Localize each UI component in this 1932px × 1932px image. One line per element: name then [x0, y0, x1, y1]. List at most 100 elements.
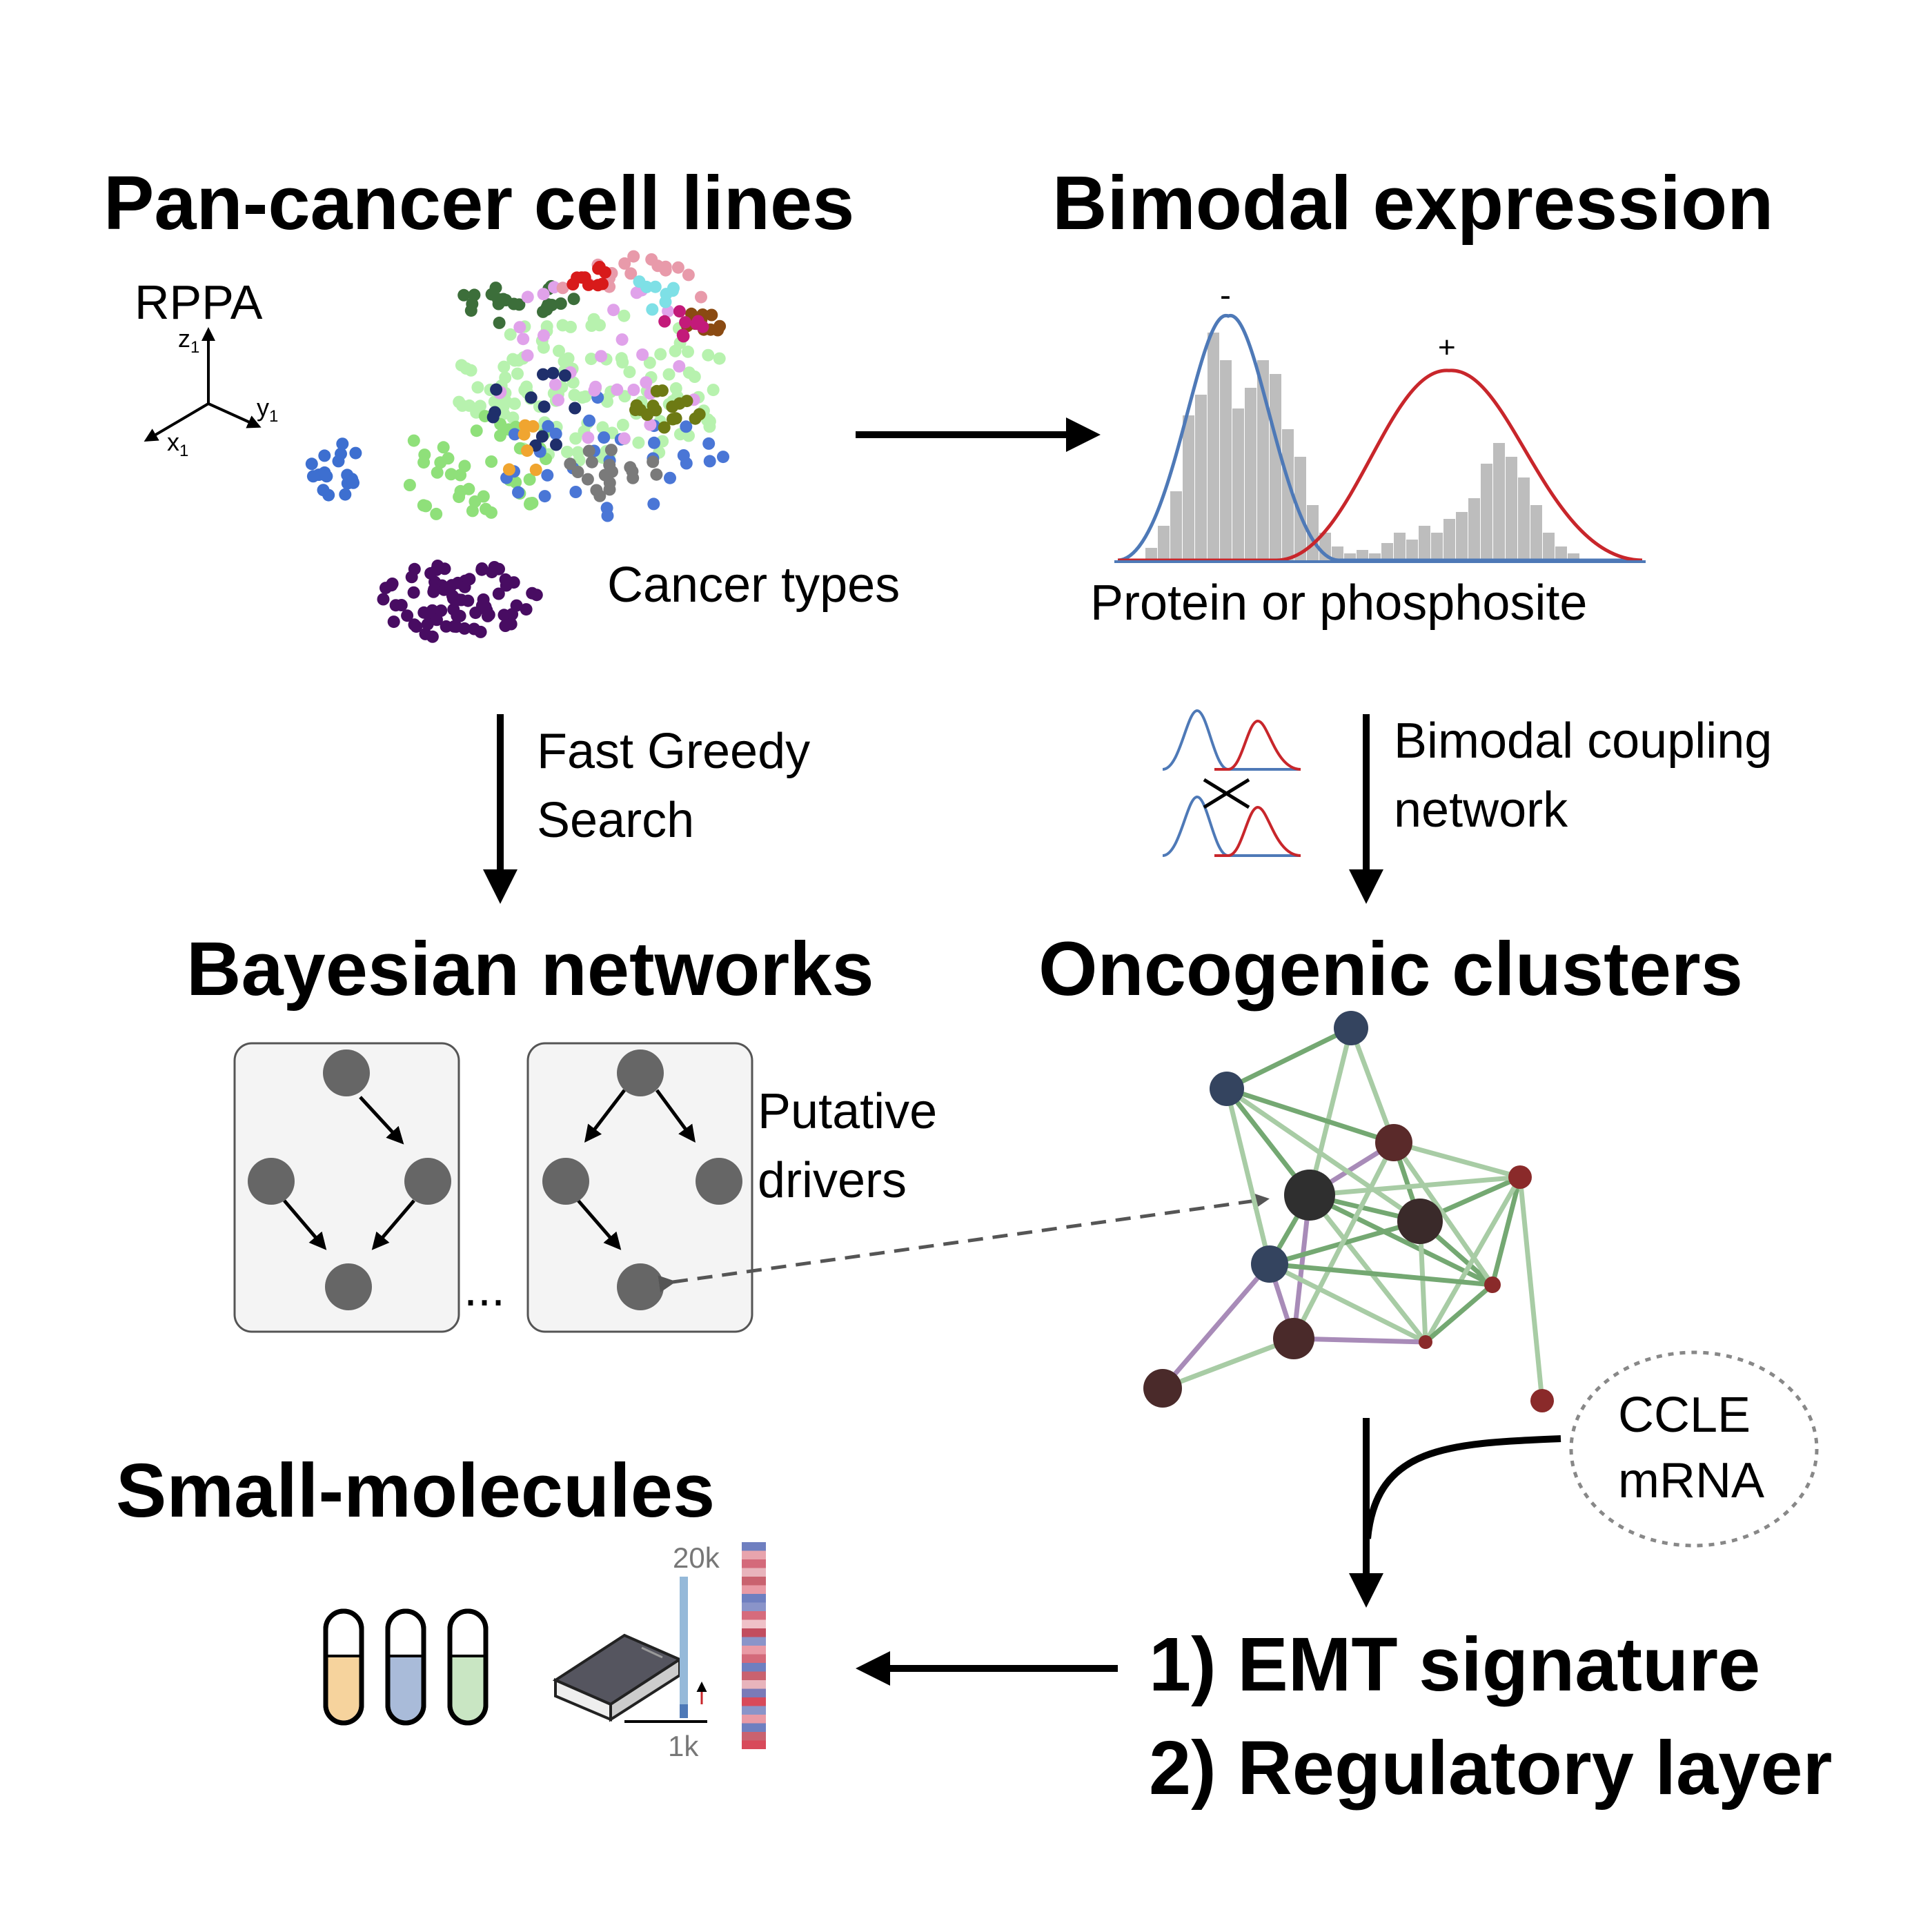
scatter-point-392	[705, 308, 718, 322]
scatter-point-146	[420, 500, 433, 513]
scatter-point-293	[447, 603, 460, 616]
scatter-point-143	[417, 456, 431, 469]
scatter-point-340	[671, 261, 684, 274]
scatter-point-309	[607, 304, 620, 317]
hist-bar-1	[1158, 526, 1170, 560]
heat-cell-21	[742, 1723, 766, 1732]
scatter-point-302	[445, 579, 458, 592]
axis-y-label: y1	[257, 393, 278, 426]
heat-cell-4	[742, 1577, 766, 1586]
scatter-point-151	[477, 490, 490, 503]
hist-bar-12	[1294, 457, 1306, 560]
scatter-point-346	[682, 268, 695, 282]
scatter-point-419	[646, 303, 659, 316]
network-edge-28	[1291, 1141, 1397, 1340]
heat-cell-6	[742, 1594, 766, 1603]
network-edge-31	[1225, 1087, 1421, 1223]
protein-label: Protein or phosphosite	[1090, 575, 1587, 631]
scatter-point-102	[682, 366, 696, 379]
heat-cell-15	[742, 1671, 766, 1680]
rppa-label: RPPA	[135, 275, 263, 329]
title-small-molecules: Small-molecules	[116, 1448, 715, 1533]
hist-bar-29	[1506, 457, 1517, 560]
scatter-point-197	[320, 470, 333, 483]
scatter-point-366	[603, 476, 616, 489]
network-node-3	[1284, 1170, 1335, 1221]
heat-cell-20	[742, 1715, 766, 1724]
scatter-point-304	[446, 592, 460, 605]
scatter-point-378	[650, 384, 663, 397]
scatter-point-434	[677, 330, 690, 343]
network-edge-0	[1225, 1025, 1352, 1092]
scatter-point-347	[659, 260, 672, 273]
heat-cell-14	[742, 1663, 766, 1672]
scatter-point-38	[702, 348, 715, 362]
book-icon	[552, 1633, 683, 1722]
hist-bar-3	[1183, 415, 1194, 560]
fast-greedy-line2: Search	[537, 793, 694, 848]
scatter-point-159	[442, 452, 455, 465]
scatter-point-311	[640, 376, 653, 389]
scatter-point-175	[493, 316, 506, 329]
scatter-point-240	[492, 587, 505, 600]
scatter-point-317	[611, 383, 624, 396]
scatter-point-406	[578, 271, 591, 284]
scatter-point-438	[502, 463, 515, 476]
scatter-point-410	[558, 369, 571, 382]
scatter-point-426	[667, 282, 680, 295]
dashed-link-arrow	[658, 1192, 1270, 1293]
hist-bar-6	[1220, 360, 1232, 560]
scatter-point-204	[583, 414, 595, 427]
scatter-point-324	[521, 349, 534, 362]
scatter-point-244	[377, 593, 390, 606]
scatter-point-303	[499, 620, 512, 632]
network-node-0	[1334, 1011, 1368, 1045]
scatter-point-78	[508, 397, 521, 411]
heat-cell-11	[742, 1637, 766, 1646]
scatter-point-211	[648, 436, 660, 449]
heat-cell-19	[742, 1706, 766, 1715]
scatter-point-93	[587, 313, 600, 326]
scatter-point-144	[437, 441, 450, 454]
scatter-point-361	[564, 457, 577, 471]
hist-bar-27	[1481, 464, 1492, 560]
network-edge-30	[1161, 1336, 1295, 1391]
heat-cell-13	[742, 1654, 766, 1663]
network-node-6	[1251, 1245, 1288, 1283]
title-pan-cancer: Pan-cancer cell lines	[103, 161, 854, 246]
heat-cell-5	[742, 1585, 766, 1594]
scatter-point-277	[401, 609, 414, 622]
scatter-point-121	[485, 455, 498, 468]
scatter-point-222	[717, 451, 729, 464]
title-bimodal: Bimodal expression	[1052, 161, 1773, 246]
scatter-point-414	[486, 411, 500, 424]
scatter-point-86	[471, 381, 484, 394]
network-edge-7	[1393, 1140, 1521, 1180]
scatter-point-421	[659, 295, 672, 308]
scatter-point-89	[504, 328, 517, 341]
coupling-line1: Bimodal coupling	[1394, 713, 1772, 769]
network-node-1	[1210, 1072, 1244, 1106]
vial-icons	[323, 1608, 489, 1726]
scatter-point-329	[521, 290, 534, 304]
scatter-point-104	[632, 436, 645, 449]
network-edge-32	[1269, 1261, 1493, 1288]
scatter-point-318	[636, 348, 649, 361]
scatter-point-69	[707, 384, 720, 397]
scatter-point-51	[643, 356, 656, 369]
scatter-point-289	[438, 562, 451, 575]
scatter-point-380	[647, 400, 660, 413]
hist-bar-8	[1245, 388, 1256, 560]
scatter-point-331	[644, 418, 657, 431]
scatter-point-412	[535, 430, 549, 443]
scatter-point-49	[506, 353, 520, 366]
scatter-point-373	[658, 421, 671, 434]
network-node-8	[1273, 1318, 1314, 1359]
scatter-point-363	[604, 444, 618, 457]
scatter-point-108	[615, 352, 628, 365]
bayes-net-2	[526, 1042, 753, 1333]
scatter-point-313	[595, 350, 608, 363]
hist-bar-25	[1456, 512, 1468, 560]
scatter-point-314	[618, 432, 631, 445]
